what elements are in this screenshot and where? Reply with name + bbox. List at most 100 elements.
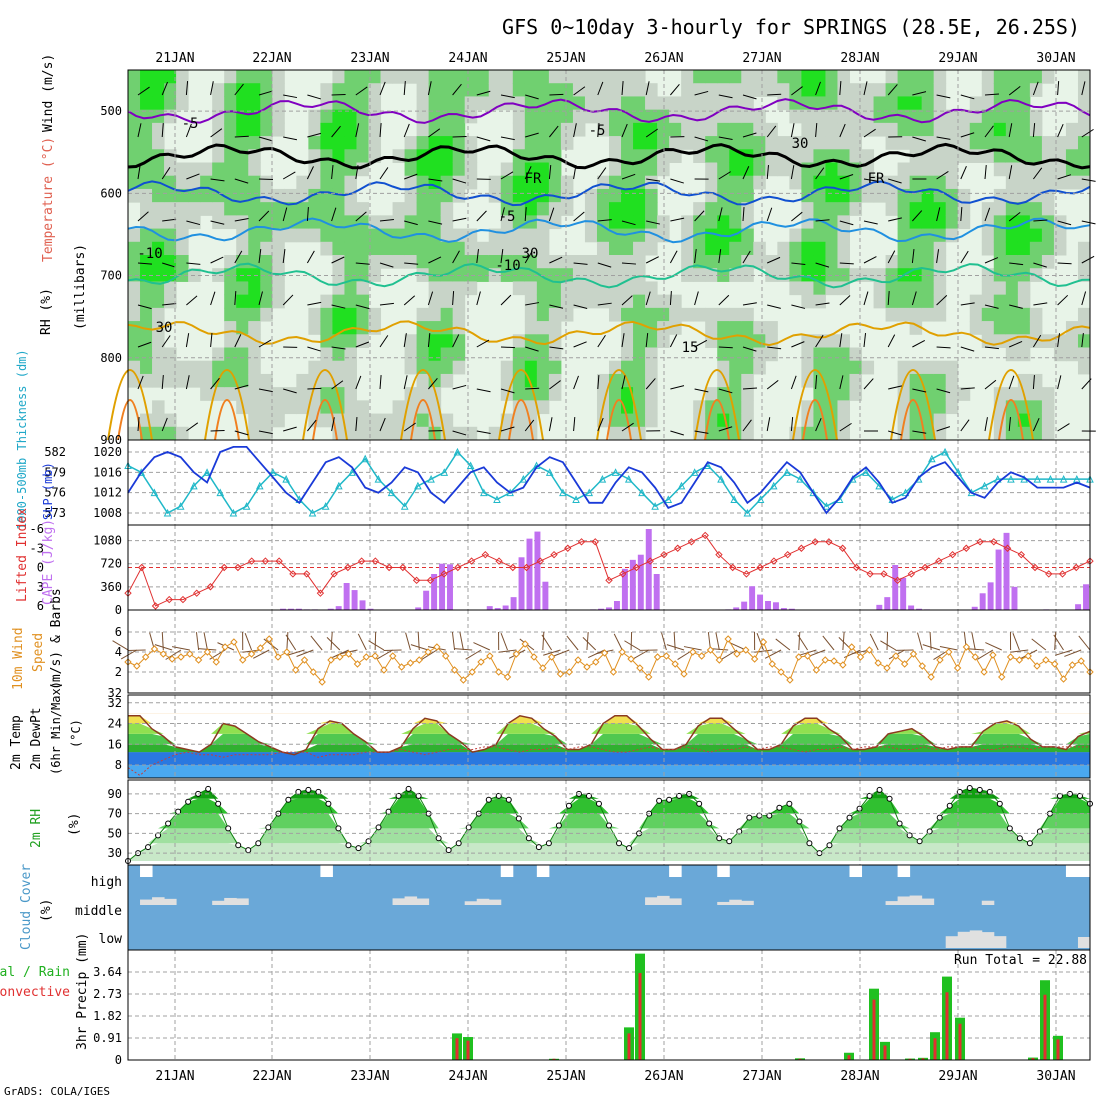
rh-cell — [356, 307, 369, 322]
wind-barb — [548, 207, 555, 222]
rh-cell — [765, 334, 778, 348]
rh-cell — [837, 109, 850, 124]
rh-cell — [560, 294, 574, 309]
thickness-point — [690, 468, 699, 476]
rh-cell — [1029, 373, 1043, 388]
rh-cell — [1017, 241, 1031, 256]
thickness-point — [545, 468, 554, 476]
rh-cell — [705, 426, 718, 441]
rh-cell — [488, 175, 502, 190]
rh-point — [215, 800, 222, 807]
wind-barb — [573, 304, 588, 310]
wind-barb — [1057, 333, 1061, 348]
rh-cell — [332, 70, 345, 84]
rh-cell — [464, 281, 478, 296]
wind-barb — [331, 256, 345, 264]
wind-barb — [234, 384, 249, 390]
rh-cell — [452, 136, 466, 150]
cloud-middle-gap — [224, 897, 237, 905]
rh-point — [205, 785, 212, 792]
rh-cell — [140, 360, 153, 375]
li-point — [880, 570, 888, 578]
wind-barb — [984, 346, 999, 350]
rh-cell — [945, 373, 959, 388]
rh-cell — [440, 122, 454, 137]
rh-cell — [236, 347, 249, 362]
wind-barb — [815, 81, 821, 96]
rh-point — [1006, 825, 1013, 832]
rh-cell — [1041, 175, 1055, 190]
rh-cell — [596, 373, 610, 388]
rh-cell — [596, 109, 610, 124]
rh-cell — [885, 255, 899, 269]
cloud-high-gap — [536, 865, 550, 877]
rh-cell — [933, 426, 947, 441]
rh-cell — [260, 70, 273, 84]
rh-cell — [933, 162, 947, 177]
wind-barb — [379, 335, 389, 348]
rh-cell — [548, 96, 562, 111]
rh-cell — [224, 281, 237, 296]
rh-cell — [621, 175, 634, 190]
rh-cell — [248, 122, 261, 137]
wind-speed-point — [1006, 653, 1015, 661]
rh-cell — [645, 360, 658, 375]
wind-barb — [718, 426, 733, 432]
rh-cell — [536, 70, 550, 84]
rh-cell — [825, 122, 838, 137]
rh-point — [826, 842, 833, 849]
wind-barb — [1009, 262, 1024, 266]
wind-barb — [137, 86, 150, 96]
rh-cell — [681, 255, 694, 269]
bottom-day-label: 26JAN — [644, 1069, 683, 1084]
rh-cell — [560, 281, 574, 296]
wind-speed-point — [221, 643, 229, 651]
rh-cell — [404, 136, 418, 150]
rh-cell — [645, 387, 658, 401]
thickness-point — [414, 481, 422, 490]
rh-cell — [621, 83, 634, 97]
wind-barb — [863, 220, 878, 225]
wind-speed-point — [530, 653, 538, 661]
rh-cell — [596, 255, 610, 269]
wind-speed-point — [662, 652, 671, 660]
rh-cell — [645, 373, 658, 388]
wind-barb — [869, 633, 879, 651]
rh-cell — [609, 202, 622, 216]
wind-barb — [186, 422, 199, 432]
wind-barb — [912, 91, 927, 96]
rh-cell — [741, 360, 754, 375]
rh-cell — [897, 162, 911, 177]
rh-cell — [621, 96, 634, 111]
upper-label-temp: Temperature (°C) — [41, 137, 56, 262]
wind-barb — [296, 649, 314, 657]
cape-bar — [979, 593, 986, 610]
wind-speed-point — [998, 673, 1006, 681]
rh-label-1: 2m RH — [29, 809, 44, 848]
rh-cell — [729, 387, 742, 401]
li-point — [605, 576, 613, 585]
rh-cell — [789, 109, 802, 124]
rh-band — [128, 813, 1090, 829]
wind-barb — [645, 128, 658, 138]
precip-convective-bar — [1056, 1039, 1060, 1060]
rh-cell — [176, 83, 189, 97]
wind-barb — [718, 249, 722, 264]
rh-cell — [548, 360, 562, 375]
rh-cell — [248, 136, 261, 150]
contour-label: 30 — [522, 246, 539, 262]
rh-cell — [248, 281, 261, 296]
rh-cell — [416, 122, 430, 137]
wind-barb — [632, 649, 649, 660]
thickness-point — [479, 488, 488, 497]
rh-cell — [548, 307, 562, 322]
rh-point — [285, 796, 292, 803]
rh-cell — [272, 281, 285, 296]
rh-cell — [837, 241, 850, 256]
rh-cell — [657, 162, 670, 177]
li-point — [1072, 563, 1080, 572]
rh-cell — [236, 307, 249, 322]
rh-cell — [909, 122, 923, 137]
wind-barb — [357, 633, 367, 651]
rh-cell — [837, 136, 850, 150]
